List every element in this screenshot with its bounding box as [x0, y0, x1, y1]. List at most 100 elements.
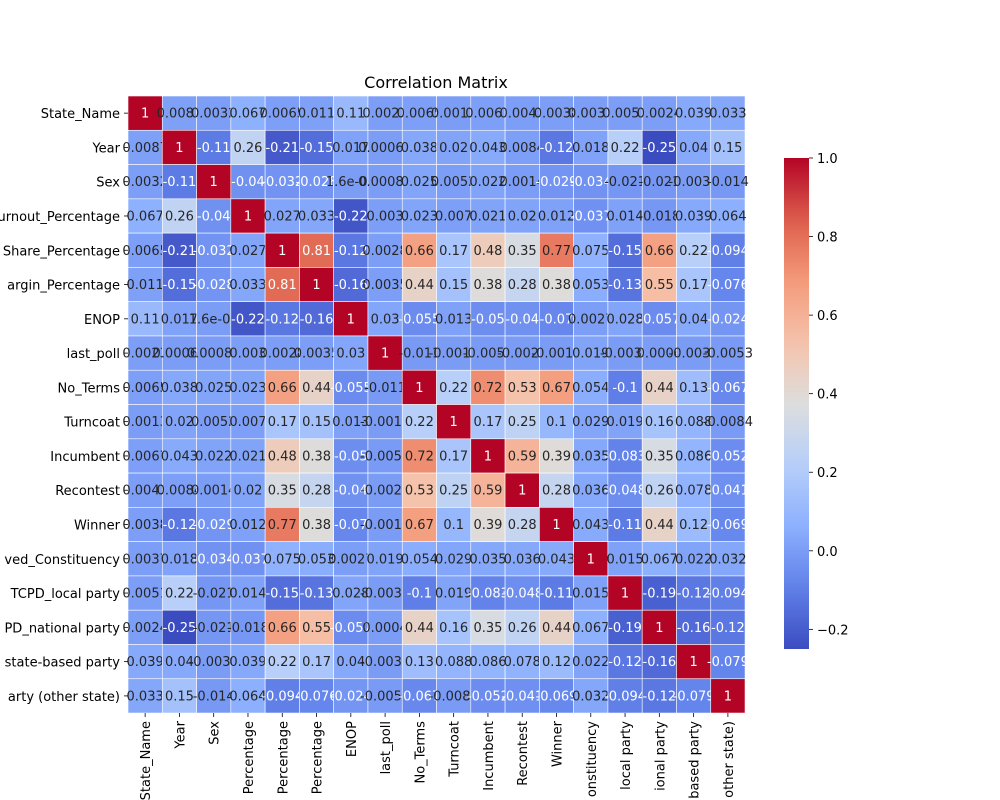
cell-value-label: 0.053 — [572, 278, 609, 293]
cell-value-label: -0.032 — [193, 244, 235, 259]
cell-value-label: 0.28 — [508, 278, 537, 293]
heatmap-cell — [299, 369, 334, 405]
cell-value-label: 0.064 — [229, 689, 266, 704]
cell-value-label: 0.086 — [675, 449, 712, 464]
heatmap-cell — [161, 95, 197, 131]
cell-value-label: -0.21 — [265, 141, 299, 156]
cell-value-label: 0.22 — [405, 415, 434, 430]
heatmap-cell — [676, 575, 712, 611]
cell-value-label: 0.38 — [302, 449, 331, 464]
cell-value-label: 0.72 — [405, 449, 434, 464]
cell-value-label: 0.26 — [508, 621, 537, 636]
heatmap-cell — [127, 267, 163, 302]
cell-value-label: -0.04 — [231, 175, 265, 190]
heatmap-cell — [333, 609, 369, 645]
heatmap-cell — [367, 164, 403, 200]
cell-value-label: 0.02 — [439, 141, 468, 156]
cell-value-label: 0.015 — [606, 552, 643, 567]
cell-value-label: 0.0004 — [362, 621, 408, 636]
heatmap-cell — [264, 678, 300, 714]
cell-value-label: -0.0059 — [360, 449, 410, 464]
heatmap-cell — [161, 369, 197, 405]
cell-value-label: 0.078 — [504, 655, 541, 670]
cell-value-label: 0.59 — [473, 484, 502, 499]
cell-value-label: 0.023 — [229, 381, 266, 396]
heatmap-cell — [573, 164, 609, 200]
heatmap-cell — [641, 678, 677, 714]
heatmap-cell — [401, 164, 437, 200]
cell-value-label: 0.027 — [229, 244, 266, 259]
cell-value-label: 0.00086 — [187, 347, 241, 362]
cell-value-label: -0.034 — [193, 552, 235, 567]
heatmap-cell — [401, 95, 437, 131]
heatmap-cell — [127, 335, 163, 371]
cell-value-label: -0.12 — [265, 312, 299, 327]
heatmap-cell — [539, 438, 574, 474]
row-label: last_poll — [67, 347, 120, 362]
cell-value-label: 0.0024 — [637, 107, 683, 122]
heatmap-cell — [333, 541, 369, 577]
cell-value-label: 0.0065 — [122, 244, 168, 259]
heatmap-cell — [710, 335, 746, 371]
heatmap-cell — [299, 267, 334, 302]
cell-value-label: -0.041 — [501, 689, 543, 704]
heatmap-cell — [161, 507, 197, 542]
cell-value-label: 0.04 — [165, 655, 194, 670]
heatmap-cell — [333, 575, 369, 611]
heatmap-cell — [641, 129, 677, 165]
cell-value-label: 0.017 — [332, 141, 369, 156]
heatmap-cell — [676, 164, 712, 200]
cell-value-label: 0.054 — [401, 552, 438, 567]
colorbar-tick-label: 1.0 — [817, 152, 838, 167]
cell-value-label: -0.11 — [197, 141, 231, 156]
cell-value-label: -0.0032 — [669, 175, 719, 190]
cell-value-label: 0.55 — [302, 621, 331, 636]
cell-value-label: -0.055 — [398, 312, 440, 327]
cell-value-label: 0.16 — [439, 621, 468, 636]
col-label: ional party — [653, 721, 668, 791]
cell-value-label: 0.0037 — [122, 552, 168, 567]
heatmap-cell — [607, 335, 643, 371]
heatmap-cell — [230, 541, 266, 577]
cell-value-label: 0.17 — [302, 655, 331, 670]
cell-value-label: -0.12 — [711, 621, 745, 636]
cell-value-label: 1.6e-05 — [189, 312, 239, 327]
cell-value-label: 0.38 — [473, 278, 502, 293]
row-label: urnout_Percentage — [0, 210, 120, 225]
row-label: PD_national party — [4, 621, 120, 636]
cell-value-label: 0.77 — [542, 244, 571, 259]
cell-value-label: 1 — [621, 587, 629, 602]
cell-value-label: 0.043 — [538, 552, 575, 567]
cell-value-label: 0.0027 — [328, 552, 374, 567]
cell-value-label: -0.029 — [536, 175, 578, 190]
heatmap-cell — [573, 678, 609, 714]
cell-value-label: 1 — [724, 689, 732, 704]
row-label: ENOP — [84, 313, 120, 328]
cell-value-label: 0.0038 — [122, 518, 168, 533]
cell-value-label: 0.0023 — [122, 347, 168, 362]
heatmap-cell — [607, 541, 643, 577]
cell-value-label: -0.22 — [334, 209, 368, 224]
heatmap-cell — [127, 507, 163, 542]
cell-value-label: 1 — [244, 209, 252, 224]
cell-value-label: 0.018 — [161, 552, 198, 567]
row-label: Year — [91, 141, 120, 156]
cell-value-label: 0.11 — [336, 107, 365, 122]
heatmap-cell — [161, 438, 197, 474]
heatmap-cell — [607, 644, 643, 680]
cell-value-label: -0.021 — [604, 175, 646, 190]
cell-value-label: -0.094 — [707, 587, 749, 602]
heatmap-cell — [230, 129, 266, 165]
colorbar-tick-label: 0.0 — [817, 545, 838, 560]
cell-value-label: 0.0043 — [122, 484, 168, 499]
heatmap-cell — [641, 164, 677, 200]
cell-value-label: 0.13 — [679, 381, 708, 396]
cell-value-label: 0.0065 — [122, 381, 168, 396]
cell-value-label: 0.04 — [336, 655, 365, 670]
cell-value-label: 0.03 — [371, 312, 400, 327]
heatmap-cell — [127, 404, 163, 440]
cell-value-label: -0.057 — [638, 312, 680, 327]
heatmap-cell — [641, 472, 677, 508]
